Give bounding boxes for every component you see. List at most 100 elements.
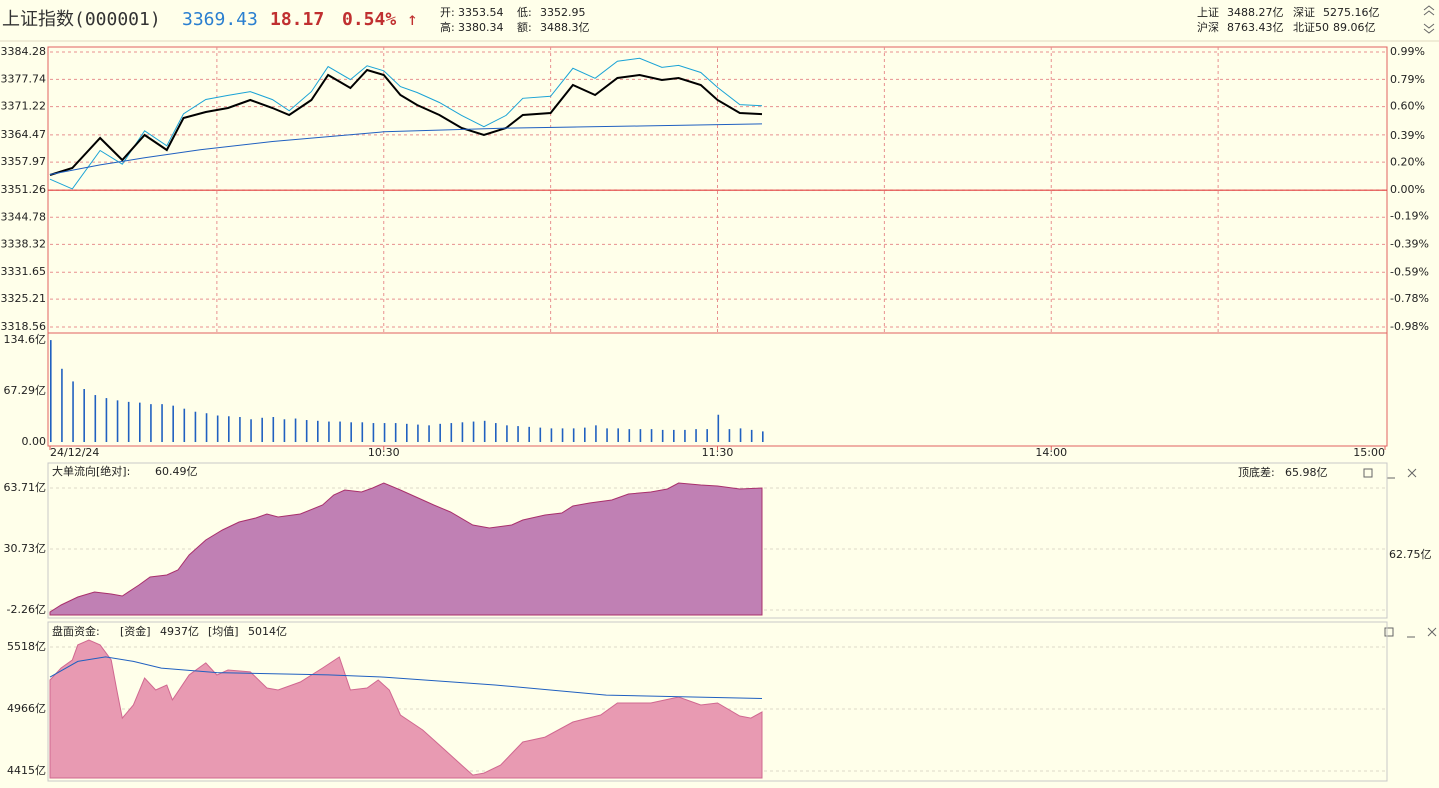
y2-tick-label: 0.39% — [1390, 129, 1425, 142]
volume-bar — [717, 414, 720, 442]
y-tick-label: 63.71亿 — [4, 481, 47, 494]
volume-bar — [372, 423, 375, 442]
legend-name: [资金] — [120, 624, 151, 638]
volume-bar — [517, 426, 519, 442]
volume-bar — [684, 429, 686, 442]
volume-bar — [150, 404, 152, 442]
volume-bar — [172, 405, 174, 442]
volume-bar — [762, 431, 764, 442]
volume-bar — [661, 429, 664, 442]
volume-bar — [728, 429, 731, 442]
y-tick-label: 3331.65 — [1, 265, 47, 278]
y2-tick-label: -0.59% — [1390, 266, 1429, 279]
y-tick-label: 4415亿 — [7, 764, 46, 777]
volume-bar — [450, 423, 453, 442]
close-icon[interactable] — [1427, 627, 1437, 637]
right-value: 65.98亿 — [1285, 466, 1328, 479]
volume-bar — [706, 429, 708, 442]
y-tick-label: 134.6亿 — [4, 333, 47, 346]
volume-bar — [406, 423, 408, 442]
panel-frame — [47, 621, 1388, 782]
volume-bar — [72, 381, 74, 442]
index-price: 3369.43 — [182, 9, 258, 30]
volume-bar — [650, 429, 653, 442]
y-tick-label: 3325.21 — [1, 292, 47, 305]
price-line — [49, 68, 763, 176]
y-tick-label: 3377.74 — [1, 72, 47, 85]
legend-name: [均值] — [208, 625, 239, 638]
index-change-pct: 0.54% — [342, 9, 396, 30]
volume-bar — [339, 421, 341, 442]
volume-bar — [584, 427, 586, 442]
y-tick-label: 3338.32 — [1, 237, 47, 250]
volume-bar — [383, 423, 386, 442]
volume-bar — [127, 401, 130, 442]
y2-tick-label: 0.00% — [1390, 183, 1425, 196]
volume-bar — [506, 425, 508, 442]
panel-frame — [47, 462, 1388, 619]
volume-bar — [216, 415, 219, 442]
y2-tick-label: -0.39% — [1390, 238, 1429, 251]
y-tick-label: 30.73亿 — [4, 542, 47, 555]
market-name: 深证 — [1293, 6, 1315, 19]
index-change: 18.17 — [270, 9, 324, 30]
area-fill — [49, 639, 763, 779]
volume-bar — [561, 428, 564, 442]
y-tick-label: 67.29亿 — [4, 384, 47, 397]
panel-value: 60.49亿 — [155, 465, 198, 478]
right-title: 顶底差: — [1238, 465, 1275, 479]
y-tick-label: 3384.28 — [1, 45, 47, 58]
volume-bar — [483, 420, 486, 442]
y-tick-label: 3357.97 — [1, 155, 47, 168]
market-name: 沪深 — [1197, 20, 1219, 34]
close-icon[interactable] — [1407, 468, 1417, 478]
volume-bar — [595, 425, 597, 442]
volume-bar — [194, 411, 197, 442]
y-tick-label: 5518亿 — [7, 640, 46, 653]
y2-tick-label: -0.78% — [1390, 292, 1429, 305]
volume-bar — [461, 422, 464, 442]
volume-bar — [639, 429, 642, 442]
volume-bar — [317, 420, 319, 442]
volume-bar — [673, 429, 675, 442]
volume-bar — [750, 429, 753, 442]
y-tick-label: 3364.47 — [1, 128, 47, 141]
low-label: 低: — [517, 6, 532, 19]
y2-tick-label: -0.19% — [1390, 210, 1429, 223]
panel-title: 大单流向[绝对]: — [52, 464, 130, 478]
y2-tick-label: 0.79% — [1390, 73, 1425, 86]
high-value: 3380.34 — [458, 21, 504, 34]
maximize-icon[interactable] — [1384, 627, 1394, 637]
volume-bar — [116, 400, 119, 442]
y-tick-label: -2.26亿 — [7, 603, 46, 616]
volume-bar — [495, 423, 497, 442]
volume-bar — [472, 421, 475, 442]
y-tick-label: 3351.26 — [1, 183, 47, 196]
volume-bar — [161, 404, 163, 442]
volume-bar — [695, 429, 697, 442]
y-tick-label: 4966亿 — [7, 702, 46, 715]
volume-bar — [94, 395, 97, 442]
y-tick-label: 0.00 — [22, 435, 47, 448]
area-fill — [49, 482, 763, 616]
low-value: 3352.95 — [540, 6, 586, 19]
volume-bar — [439, 423, 441, 442]
volume-bar — [139, 402, 141, 442]
y2-tick-label: -0.98% — [1390, 320, 1429, 333]
volume-bar — [261, 417, 263, 442]
volume-bar — [361, 422, 364, 442]
volume-bar — [350, 422, 352, 442]
volume-bar — [328, 421, 330, 442]
market-value: 3488.27亿 — [1227, 6, 1284, 19]
legend-value: 5014亿 — [248, 625, 287, 638]
open-label: 开: — [440, 6, 455, 19]
maximize-icon[interactable] — [1363, 468, 1373, 478]
market-name: 北证50 — [1293, 21, 1329, 34]
volume-bar — [250, 419, 252, 442]
scroll-arrows[interactable] — [1423, 5, 1435, 34]
y2-tick-label: 0.60% — [1390, 99, 1425, 112]
x-tick-label: 10:30 — [368, 446, 400, 459]
volume-bar — [61, 368, 63, 442]
open-value: 3353.54 — [458, 6, 504, 19]
